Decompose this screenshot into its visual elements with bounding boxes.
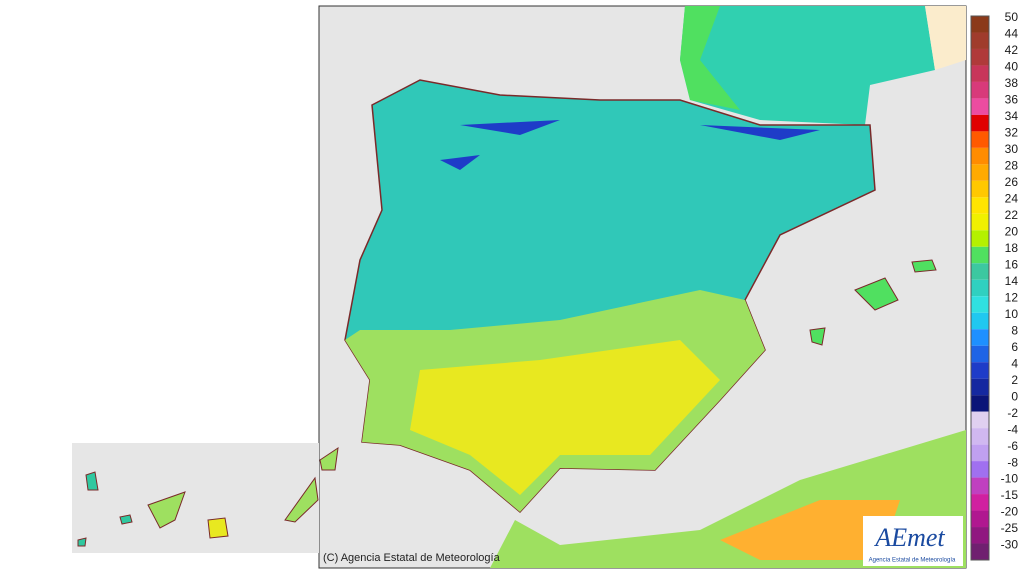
legend-label: 38 (1005, 76, 1019, 90)
legend-label: 18 (1005, 241, 1019, 255)
legend-swatch (971, 296, 989, 313)
legend-label: 10 (1005, 307, 1019, 321)
legend-swatch (971, 164, 989, 181)
copyright: (C) Agencia Estatal de Meteorología (323, 552, 501, 564)
legend-label: 24 (1005, 192, 1019, 206)
legend-swatch (971, 329, 989, 346)
legend-swatch (971, 461, 989, 478)
legend-label: -8 (1007, 455, 1018, 469)
legend-label: -10 (1001, 472, 1019, 486)
legend-swatch (971, 411, 989, 429)
legend-border (970, 15, 990, 561)
legend-swatch (971, 230, 989, 247)
legend-label: 30 (1005, 142, 1019, 156)
legend-swatch (971, 65, 989, 82)
legend-label: 32 (1005, 126, 1019, 140)
legend-label: 36 (1005, 93, 1019, 107)
legend-swatch (971, 428, 989, 445)
legend-swatch (971, 362, 989, 379)
logo-subtitle: Agencia Estatal de Meteorología (869, 558, 956, 564)
legend-label: 34 (1005, 109, 1019, 123)
legend-label: 6 (1011, 340, 1018, 354)
legend-swatch (971, 263, 989, 280)
legend-label: 42 (1005, 43, 1019, 57)
legend-label: 4 (1011, 356, 1018, 370)
legend-label: -30 (1001, 538, 1019, 552)
italy (925, 6, 966, 70)
legend-swatch (971, 444, 989, 462)
logo-name: AEmet (873, 523, 945, 552)
legend-swatch (971, 345, 989, 363)
legend-label: 0 (1011, 389, 1018, 403)
legend-swatch (971, 378, 989, 396)
legend-swatch (971, 98, 989, 115)
balearics (809, 259, 937, 346)
logo-box (863, 516, 963, 566)
legend-swatch (971, 395, 989, 412)
legend-swatch (971, 312, 989, 330)
legend-label: 44 (1005, 27, 1019, 41)
legend-swatch (971, 32, 989, 49)
legend-label: 14 (1005, 274, 1019, 288)
legend-label: 28 (1005, 159, 1019, 173)
legend-label: 12 (1005, 290, 1019, 304)
france-west (680, 6, 740, 110)
france (680, 6, 935, 125)
south-hot (410, 340, 720, 495)
legend-swatch (971, 510, 989, 528)
legend-label: -6 (1007, 439, 1018, 453)
legend-swatch (971, 527, 989, 544)
legend-swatch (971, 180, 989, 198)
legend-swatch (971, 81, 989, 99)
legend-swatch (971, 114, 989, 132)
legend-swatch (971, 279, 989, 297)
legend-swatch (971, 48, 989, 66)
legend-label: -15 (1001, 488, 1019, 502)
legend-label: -2 (1007, 406, 1018, 420)
legend-label: 2 (1011, 373, 1018, 387)
canary-inset (72, 443, 319, 553)
legend-label: 26 (1005, 175, 1019, 189)
legend-swatch (971, 197, 989, 214)
legend-swatch (971, 477, 989, 495)
legend-label: 20 (1005, 224, 1019, 238)
legend-label: 8 (1011, 323, 1018, 337)
legend-swatch (971, 147, 989, 165)
legend-label: 40 (1005, 60, 1019, 74)
canary-islands (77, 446, 339, 547)
legend-swatch (971, 16, 989, 33)
legend-label: 22 (1005, 208, 1019, 222)
legend-swatch (971, 246, 989, 264)
mountains (440, 120, 820, 170)
legend-label: -25 (1001, 521, 1019, 535)
legend: 5044424038363432302826242220181614121086… (970, 10, 1019, 561)
legend-swatch (971, 494, 989, 511)
legend-label: -20 (1001, 505, 1019, 519)
legend-label: 16 (1005, 257, 1019, 271)
legend-swatch (971, 131, 989, 148)
legend-swatch (971, 213, 989, 231)
legend-label: -4 (1007, 422, 1018, 436)
legend-label: 50 (1005, 10, 1019, 24)
africa-hot (720, 500, 900, 560)
legend-swatch (971, 543, 989, 560)
